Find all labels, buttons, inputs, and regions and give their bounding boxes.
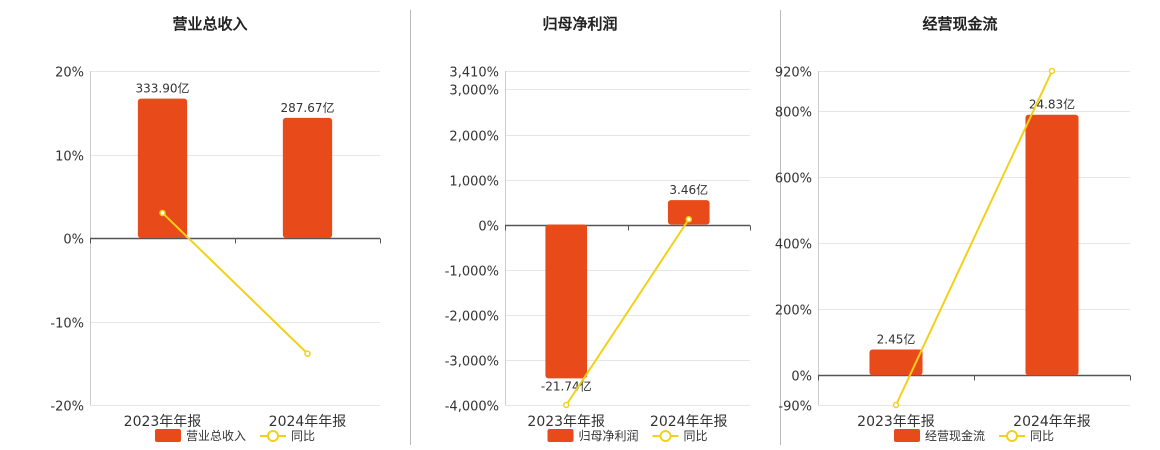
chart-title: 经营现金流 bbox=[922, 15, 997, 33]
x-category-label: 2024年年报 bbox=[1013, 414, 1091, 430]
y-tick-label: -20% bbox=[50, 400, 84, 415]
y-tick-label: 3,000% bbox=[449, 84, 499, 99]
y-tick-label: -10% bbox=[50, 317, 84, 332]
bar-value-label: 287.67亿 bbox=[281, 100, 335, 115]
chart-net-profit: 归母净利润 3,410% 3,000% 2,000% 1,000% 0% -1,000% -… bbox=[445, 15, 751, 443]
x-category-label: 2023年年报 bbox=[124, 414, 202, 430]
y-tick-label: 0% bbox=[478, 220, 499, 235]
chart-title: 营业总收入 bbox=[172, 15, 247, 33]
legend-bar-swatch bbox=[547, 429, 574, 442]
yoy-line bbox=[565, 218, 690, 406]
legend-line-marker bbox=[267, 430, 279, 442]
y-tick-label: -3,000% bbox=[445, 355, 499, 370]
yoy-point bbox=[1048, 67, 1056, 75]
bar-value-label: -21.74亿 bbox=[541, 378, 592, 393]
yoy-line bbox=[161, 212, 309, 355]
y-tick-label: 20% bbox=[55, 66, 84, 81]
legend-line-label: 同比 bbox=[684, 429, 708, 443]
bar bbox=[869, 349, 923, 376]
x-category-label: 2023年年报 bbox=[527, 414, 605, 430]
legend-bar-label: 营业总收入 bbox=[186, 429, 246, 443]
yoy-point bbox=[685, 216, 692, 223]
y-tick-label: 800% bbox=[775, 106, 812, 121]
y-tick-label: 0% bbox=[63, 233, 84, 248]
bar-value-label: 333.90亿 bbox=[136, 81, 190, 96]
y-tick-label: -4,000% bbox=[445, 400, 499, 415]
y-tick-label: 200% bbox=[775, 304, 812, 319]
x-category-label: 2024年年报 bbox=[269, 414, 347, 430]
yoy-point bbox=[563, 401, 570, 409]
y-tick-label: -1,000% bbox=[445, 265, 499, 280]
y-tick-label: 3,410% bbox=[449, 66, 499, 81]
yoy-point bbox=[892, 401, 900, 409]
y-tick-label: 1,000% bbox=[449, 175, 499, 190]
yoy-line bbox=[895, 70, 1053, 406]
y-tick-label: -2,000% bbox=[445, 310, 499, 325]
y-tick-label: -90% bbox=[778, 400, 812, 415]
bar-value-label: 2.45亿 bbox=[877, 332, 916, 347]
chart-operating-cashflow: 经营现金流 920% 800% 600% 400% 200% 0% -90% 2.45亿 24.… bbox=[775, 15, 1131, 443]
yoy-point bbox=[159, 209, 166, 217]
bar bbox=[1025, 114, 1079, 376]
legend-bar-swatch bbox=[155, 429, 181, 442]
chart-revenue: 营业总收入 20% 10% 0% -10% -20% 333.90亿 287.67亿 2023… bbox=[50, 15, 381, 443]
bar-value-label: 24.83亿 bbox=[1029, 97, 1075, 112]
bar bbox=[545, 224, 588, 379]
legend-line-marker bbox=[1006, 430, 1018, 442]
y-tick-label: 0% bbox=[791, 370, 812, 385]
chart-title: 归母净利润 bbox=[542, 15, 617, 33]
y-tick-label: 920% bbox=[775, 66, 812, 81]
yoy-point bbox=[304, 350, 311, 357]
bar bbox=[137, 98, 188, 239]
legend-line-label: 同比 bbox=[291, 429, 315, 443]
legend-bar-swatch bbox=[894, 429, 920, 442]
y-tick-label: 10% bbox=[55, 150, 84, 165]
bar bbox=[282, 117, 333, 238]
x-category-label: 2023年年报 bbox=[857, 414, 935, 430]
legend-line-marker bbox=[659, 430, 672, 442]
y-tick-label: 2,000% bbox=[449, 130, 499, 145]
legend-line-label: 同比 bbox=[1030, 429, 1054, 443]
bar-value-label: 3.46亿 bbox=[669, 182, 708, 197]
legend-bar-label: 归母净利润 bbox=[579, 429, 639, 443]
bar bbox=[667, 200, 710, 225]
y-tick-label: 600% bbox=[775, 172, 812, 187]
x-category-label: 2024年年报 bbox=[650, 414, 728, 430]
legend-bar-label: 经营现金流 bbox=[925, 428, 985, 443]
y-tick-label: 400% bbox=[775, 238, 812, 253]
